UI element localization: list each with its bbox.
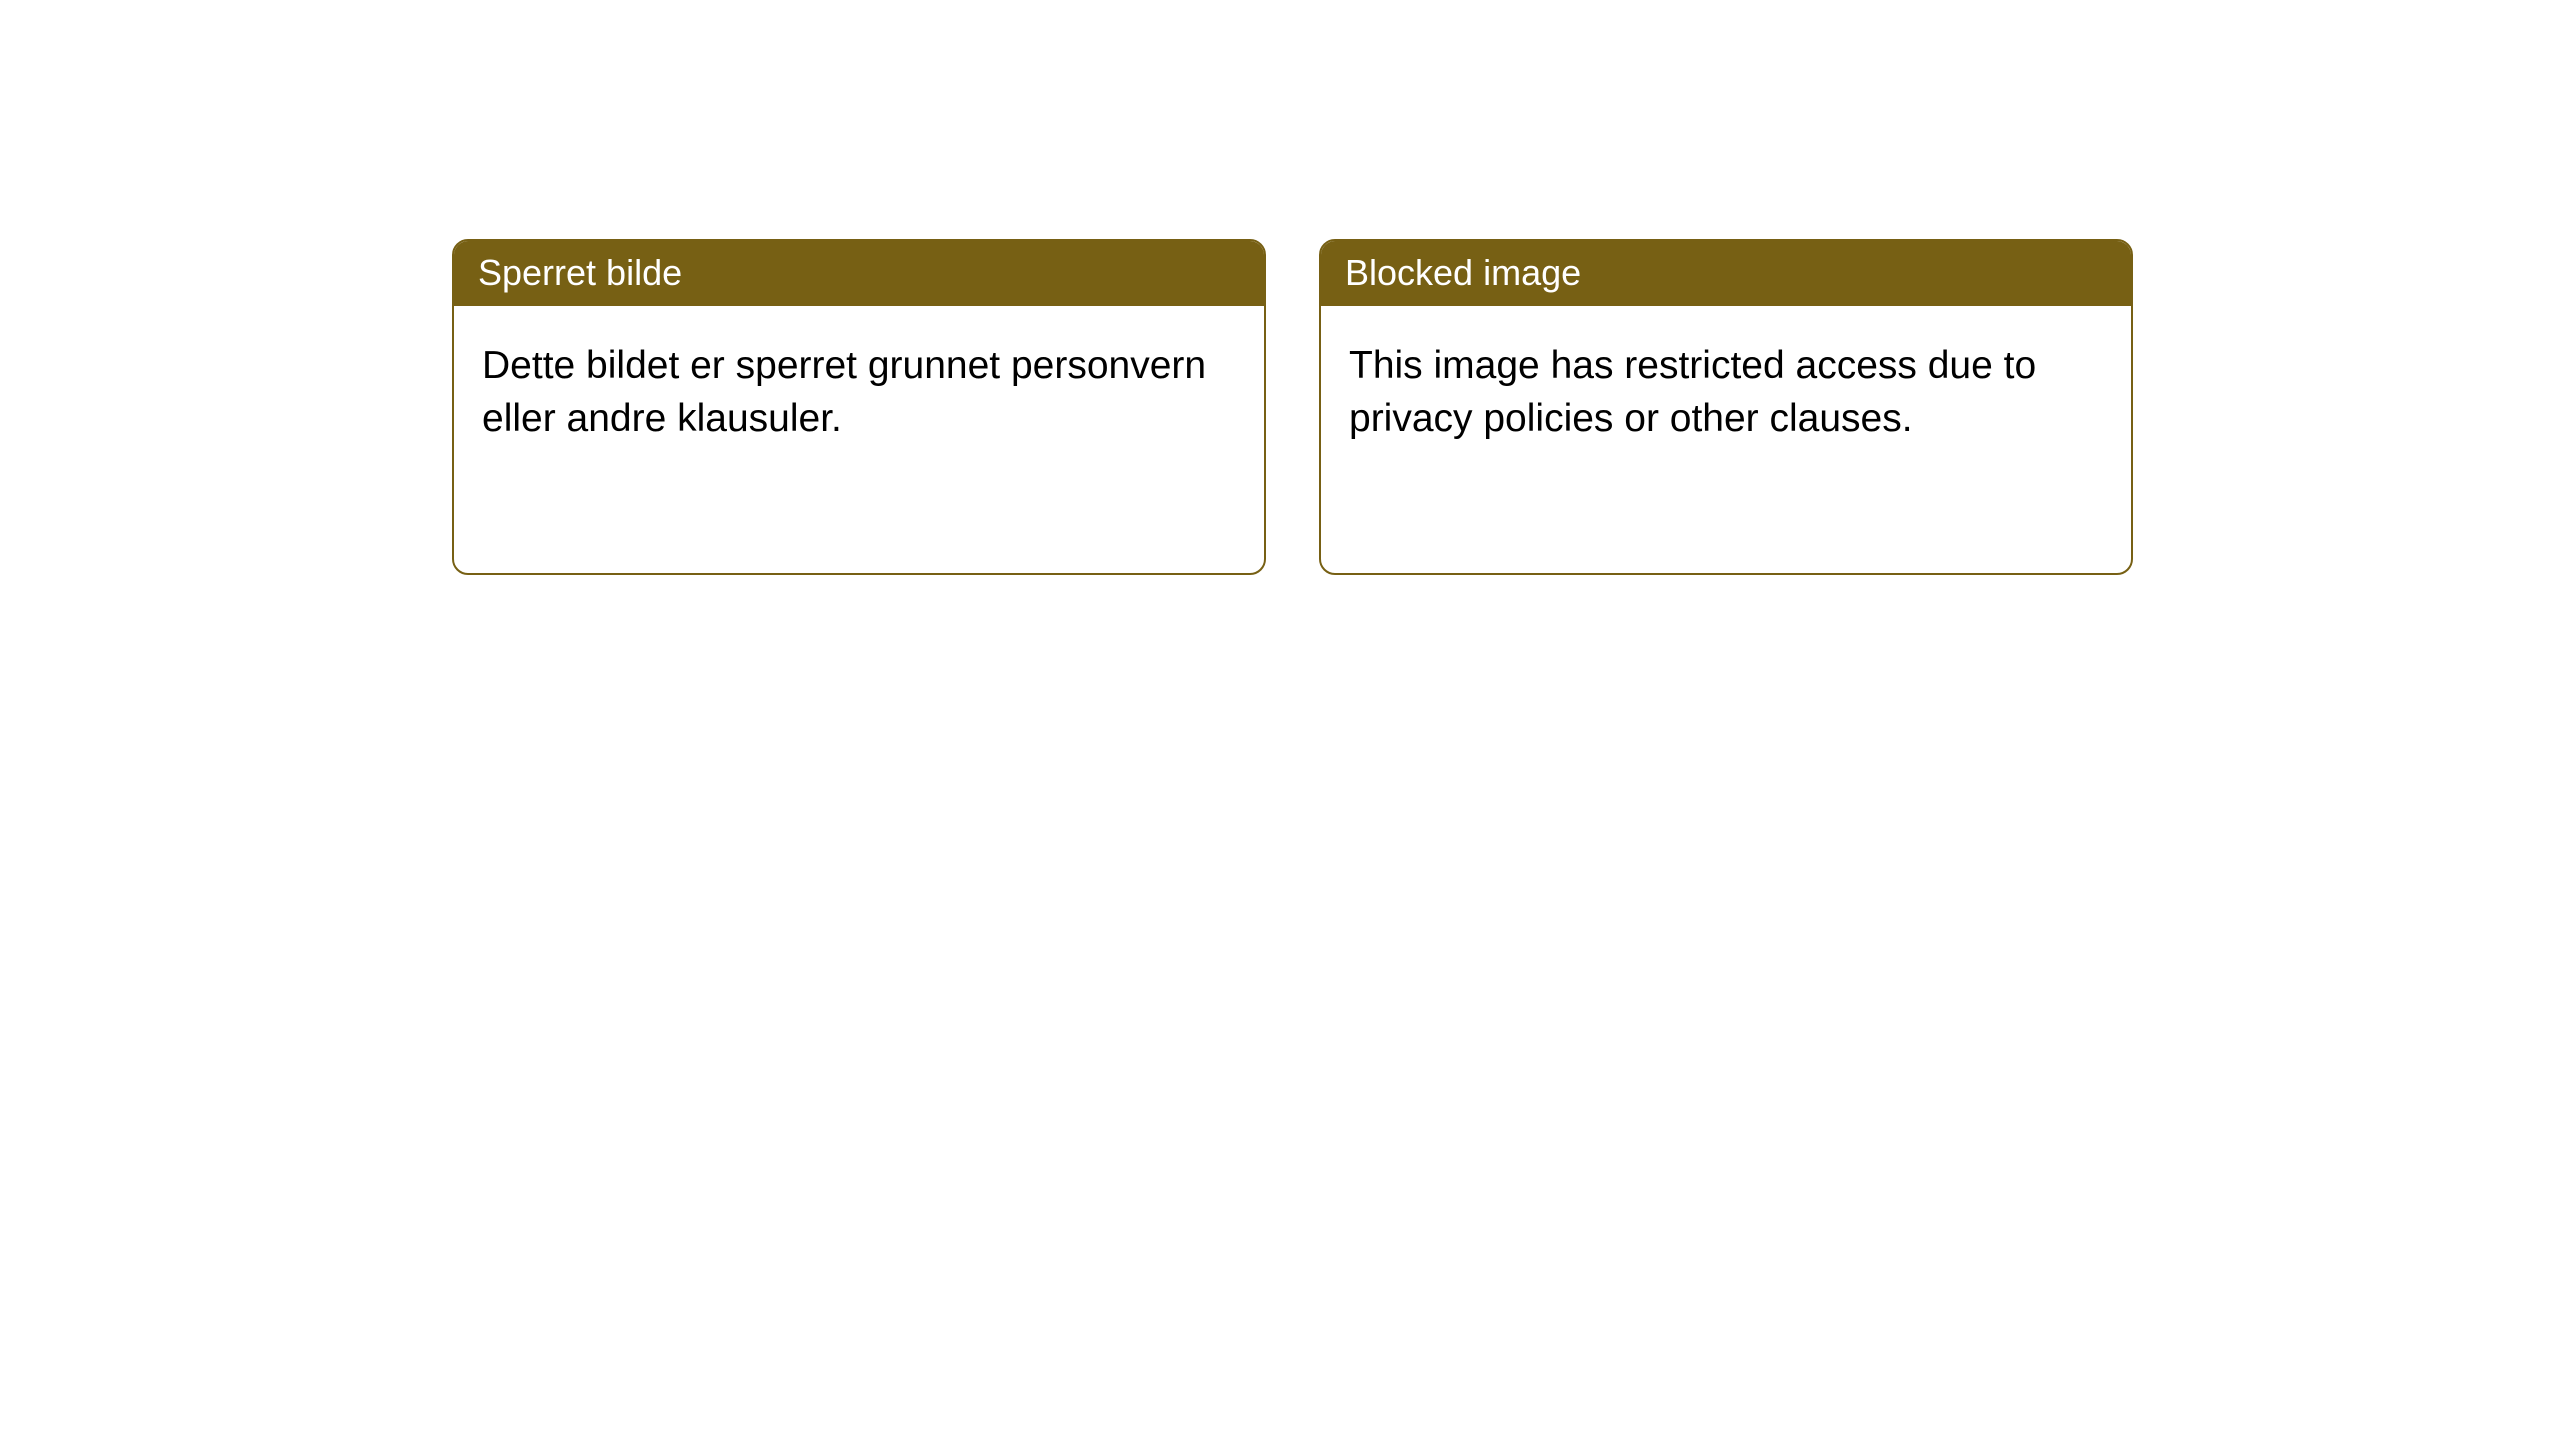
card-header-norwegian: Sperret bilde bbox=[454, 241, 1264, 306]
card-english: Blocked image This image has restricted … bbox=[1319, 239, 2133, 575]
card-body-english: This image has restricted access due to … bbox=[1321, 306, 2131, 479]
card-norwegian: Sperret bilde Dette bildet er sperret gr… bbox=[452, 239, 1266, 575]
card-body-norwegian: Dette bildet er sperret grunnet personve… bbox=[454, 306, 1264, 479]
cards-container: Sperret bilde Dette bildet er sperret gr… bbox=[452, 239, 2133, 575]
card-header-english: Blocked image bbox=[1321, 241, 2131, 306]
